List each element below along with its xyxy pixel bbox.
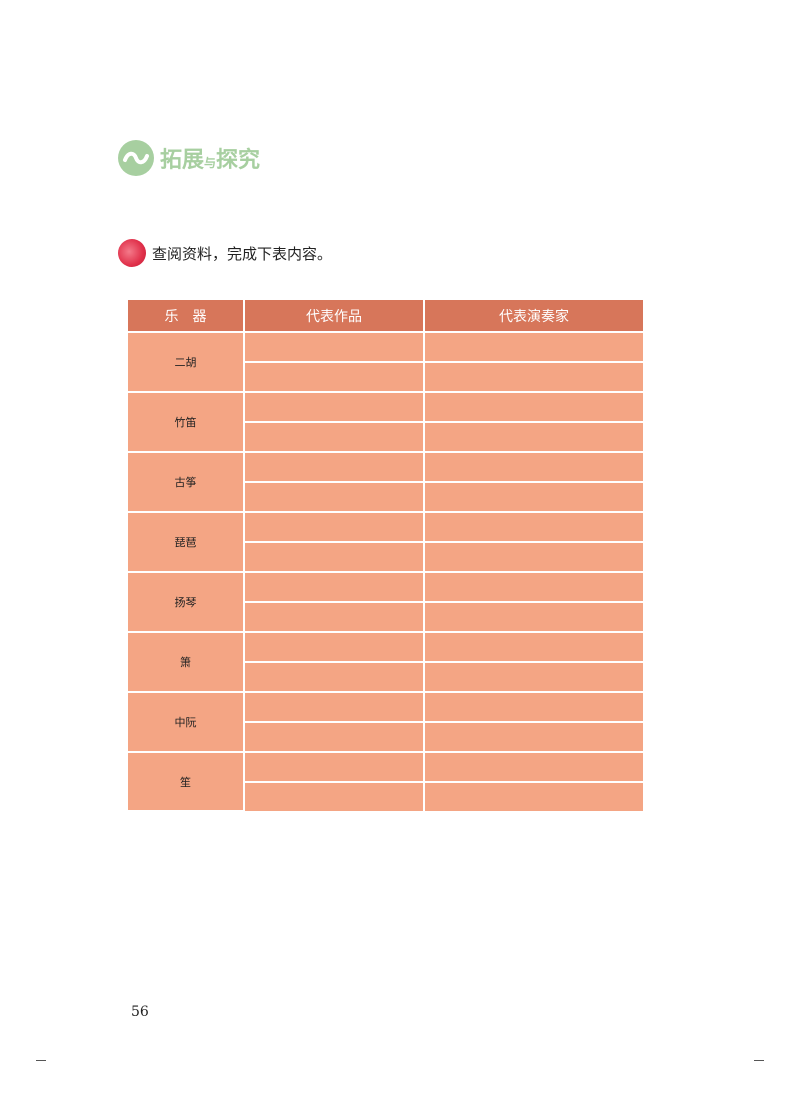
performer-cell[interactable]	[423, 661, 643, 693]
works-cell[interactable]	[243, 511, 425, 543]
page-number: 56	[131, 1004, 149, 1020]
section-title: 拓展与探究	[160, 148, 261, 173]
performer-cell[interactable]	[423, 391, 643, 423]
table-row	[128, 481, 643, 513]
crop-mark	[754, 1060, 764, 1061]
header-performers: 代表演奏家	[423, 300, 643, 333]
performer-cell[interactable]	[423, 751, 643, 783]
works-cell[interactable]	[243, 331, 425, 363]
task-instruction: 查阅资料，完成下表内容。	[118, 239, 332, 267]
header-instrument: 乐 器	[128, 300, 245, 333]
table-row	[128, 721, 643, 753]
performer-cell[interactable]	[423, 781, 643, 811]
works-cell[interactable]	[243, 661, 425, 693]
performer-cell[interactable]	[423, 541, 643, 573]
performer-cell[interactable]	[423, 361, 643, 393]
works-cell[interactable]	[243, 721, 425, 753]
works-cell[interactable]	[243, 391, 425, 423]
table-row: 二胡	[128, 331, 643, 393]
performer-cell[interactable]	[423, 511, 643, 543]
performer-cell[interactable]	[423, 631, 643, 663]
performer-cell[interactable]	[423, 481, 643, 513]
instrument-name: 二胡	[128, 331, 245, 393]
table-row	[128, 421, 643, 453]
wave-circle-icon	[118, 140, 154, 176]
table-row: 中阮	[128, 691, 643, 753]
table-row: 竹笛	[128, 391, 643, 453]
instrument-name: 琵琶	[128, 511, 245, 573]
performer-cell[interactable]	[423, 721, 643, 753]
table-row: 古筝	[128, 451, 643, 513]
works-cell[interactable]	[243, 751, 425, 783]
performer-cell[interactable]	[423, 601, 643, 633]
table-row: 箫	[128, 631, 643, 693]
works-cell[interactable]	[243, 601, 425, 633]
works-cell[interactable]	[243, 421, 425, 453]
performer-cell[interactable]	[423, 691, 643, 723]
table-row	[128, 661, 643, 693]
instrument-name: 扬琴	[128, 571, 245, 633]
table-row	[128, 541, 643, 573]
performer-cell[interactable]	[423, 421, 643, 453]
table-row: 笙	[128, 751, 643, 812]
instrument-name: 竹笛	[128, 391, 245, 453]
performer-cell[interactable]	[423, 331, 643, 363]
table-row	[128, 601, 643, 633]
crop-mark	[36, 1060, 46, 1061]
instrument-name: 古筝	[128, 451, 245, 513]
instrument-name: 笙	[128, 751, 245, 812]
works-cell[interactable]	[243, 631, 425, 663]
table-row	[128, 781, 643, 811]
header-works: 代表作品	[243, 300, 425, 333]
section-banner: 拓展与探究	[118, 140, 260, 176]
works-cell[interactable]	[243, 481, 425, 513]
table-row: 琵琶	[128, 511, 643, 573]
works-cell[interactable]	[243, 571, 425, 603]
table-row: 扬琴	[128, 571, 643, 633]
performer-cell[interactable]	[423, 571, 643, 603]
instrument-name: 中阮	[128, 691, 245, 753]
instrument-name: 箫	[128, 631, 245, 693]
performer-cell[interactable]	[423, 451, 643, 483]
instrument-table: 乐 器 代表作品 代表演奏家 二胡 竹笛 古筝 琵琶 扬琴箫中阮笙	[128, 300, 643, 812]
works-cell[interactable]	[243, 451, 425, 483]
works-cell[interactable]	[243, 361, 425, 393]
table-row	[128, 361, 643, 393]
works-cell[interactable]	[243, 691, 425, 723]
works-cell[interactable]	[243, 541, 425, 573]
works-cell[interactable]	[243, 781, 425, 811]
red-dot-icon	[118, 239, 146, 267]
task-text: 查阅资料，完成下表内容。	[152, 244, 333, 263]
